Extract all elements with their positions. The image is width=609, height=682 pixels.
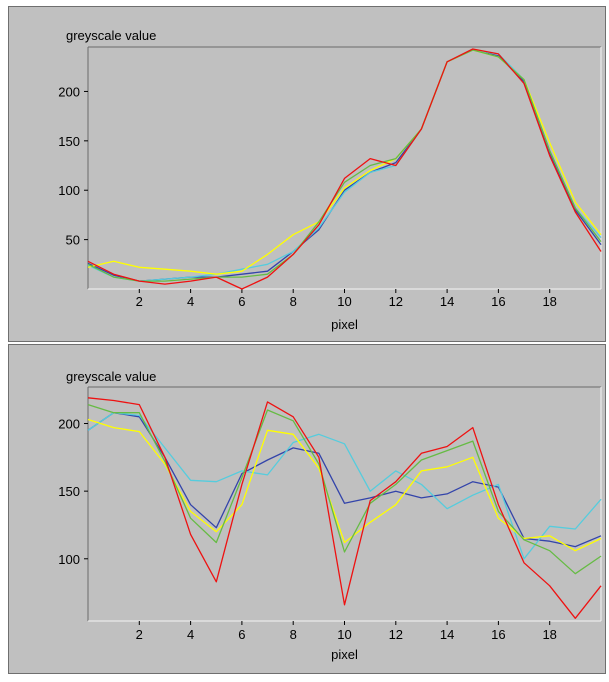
- x-tick-label: 16: [491, 627, 505, 642]
- series-line-1: [87, 397, 602, 619]
- x-tick-label: 2: [136, 294, 143, 309]
- y-tick-label: 150: [58, 134, 80, 149]
- y-axis-label: greyscale value: [66, 28, 156, 43]
- x-tick-label: 6: [238, 294, 245, 309]
- x-tick-label: 14: [440, 294, 454, 309]
- x-tick-label: 10: [337, 294, 351, 309]
- series-line-1: [87, 48, 602, 290]
- line-chart-bottom: greyscale value pixel 100 150 200 2 4 6 8 10 12 14 1…: [58, 369, 602, 662]
- y-axis-label: greyscale value: [66, 369, 156, 384]
- series-line-3: [87, 418, 602, 552]
- x-tick-label: 18: [542, 294, 556, 309]
- y-tick-label: 200: [58, 417, 80, 432]
- x-tick-label: 8: [290, 627, 297, 642]
- x-tick-label: 12: [389, 294, 403, 309]
- x-axis-label: pixel: [331, 317, 358, 332]
- series-line-5: [87, 412, 602, 548]
- series-line-2: [87, 49, 602, 282]
- chart-panel-top: greyscale value pixel 50 100 150 200 2 4 6 8 10 12 1…: [8, 6, 606, 342]
- y-tick-label: 50: [66, 233, 80, 248]
- y-tick-label: 100: [58, 183, 80, 198]
- x-tick-label: 12: [389, 627, 403, 642]
- x-axis-label: pixel: [331, 647, 358, 662]
- x-tick-label: 10: [337, 627, 351, 642]
- y-tick-label: 150: [58, 484, 80, 499]
- x-tick-label: 4: [187, 627, 194, 642]
- series-line-4: [87, 49, 602, 282]
- y-tick-label: 200: [58, 84, 80, 99]
- x-tick-label: 4: [187, 294, 194, 309]
- x-tick-label: 6: [238, 627, 245, 642]
- series-line-4: [87, 412, 602, 560]
- x-tick-label: 14: [440, 627, 454, 642]
- line-chart-top: greyscale value pixel 50 100 150 200 2 4 6 8 10 12 1…: [58, 28, 602, 332]
- x-tick-label: 8: [290, 294, 297, 309]
- chart-panel-bottom: greyscale value pixel 100 150 200 2 4 6 8 10 12 14 1…: [8, 344, 606, 674]
- x-tick-label: 16: [491, 294, 505, 309]
- x-tick-label: 18: [542, 627, 556, 642]
- y-tick-label: 100: [58, 552, 80, 567]
- series-line-2: [87, 403, 602, 575]
- x-tick-label: 2: [136, 627, 143, 642]
